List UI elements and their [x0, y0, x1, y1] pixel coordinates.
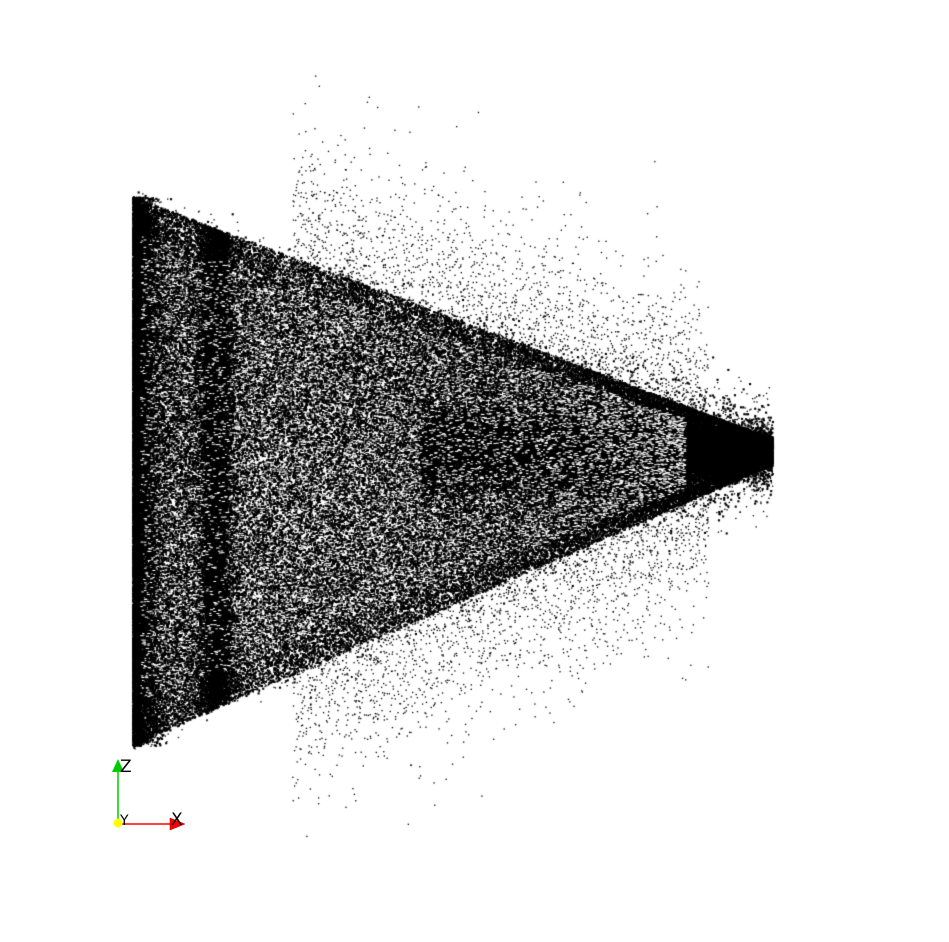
3d-viewport[interactable]: Z X Y [0, 0, 949, 942]
point-cloud-render[interactable] [0, 0, 949, 942]
